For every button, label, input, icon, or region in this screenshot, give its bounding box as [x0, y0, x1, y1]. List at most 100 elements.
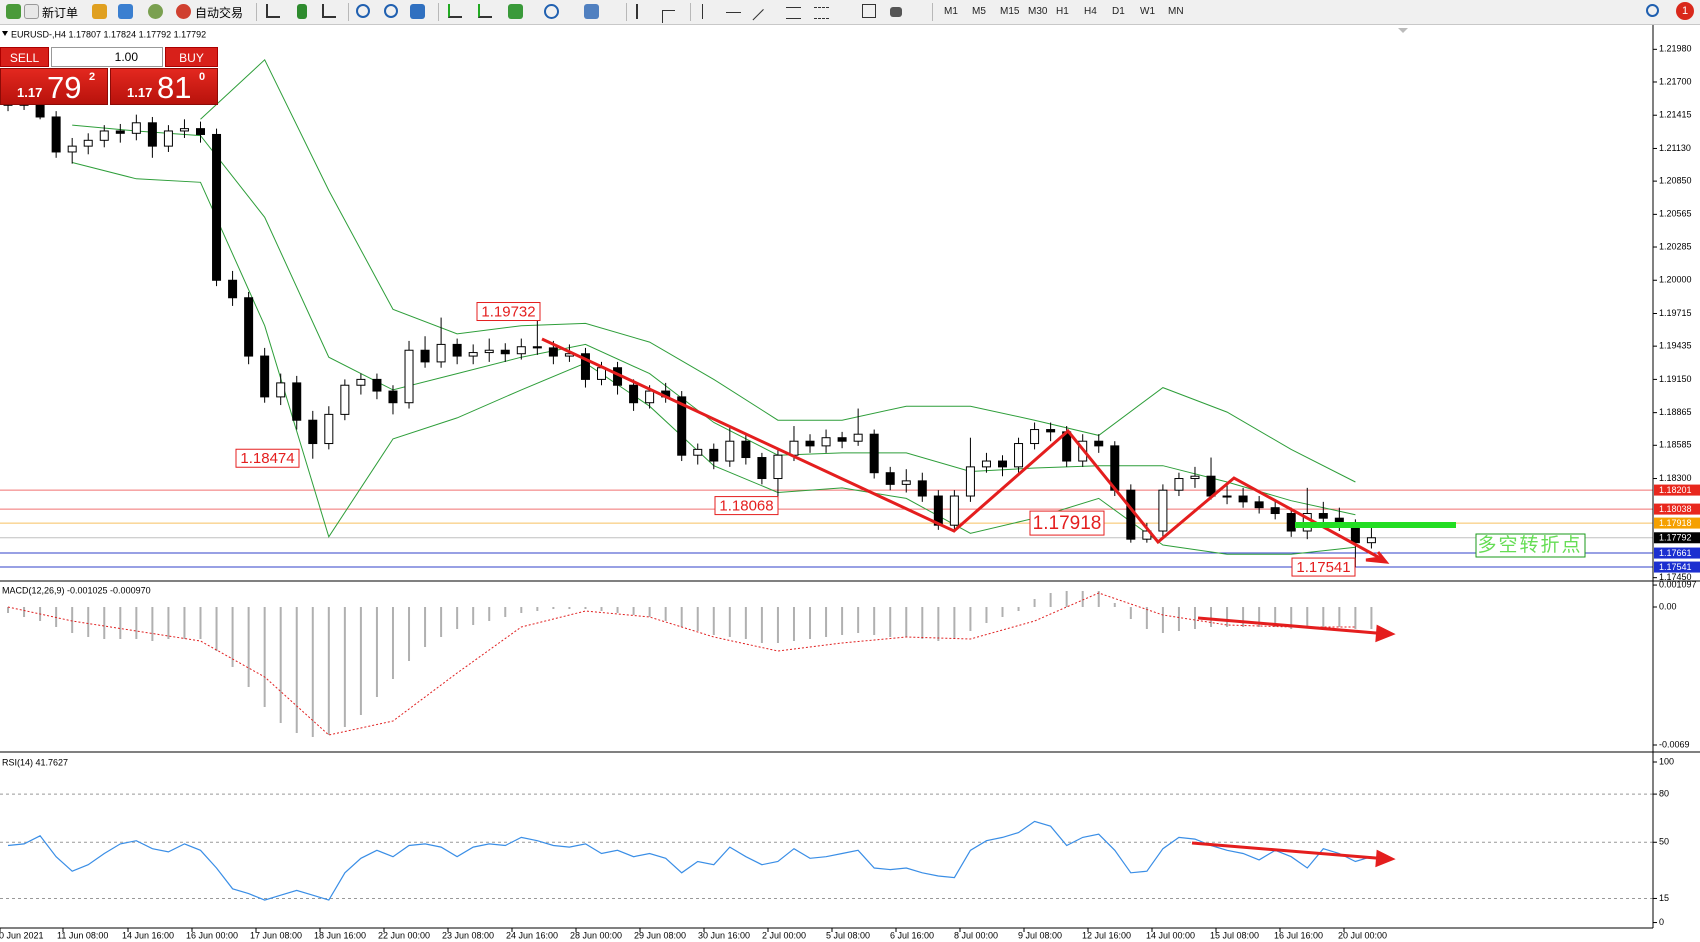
buy-button[interactable]: BUY	[165, 47, 218, 67]
y-tick-label: 1.18300	[1659, 473, 1692, 483]
candle-body	[821, 437, 831, 447]
y-tick-label: 50	[1659, 837, 1669, 847]
price-annotation: 1.19732	[481, 303, 535, 320]
price-tag-label: 1.18038	[1659, 504, 1692, 514]
icon	[636, 4, 646, 19]
y-tick-label: 1.21700	[1659, 76, 1692, 86]
separator	[626, 3, 627, 21]
icon	[478, 4, 492, 18]
icon	[702, 4, 707, 19]
icon	[176, 4, 191, 19]
x-tick-label: 18 Jun 16:00	[314, 930, 366, 940]
candle-body	[516, 346, 526, 355]
candle-body	[292, 382, 302, 421]
price-tag-label: 1.17541	[1659, 562, 1692, 572]
candle-body	[1126, 489, 1136, 540]
x-tick-label: 24 Jun 16:00	[506, 930, 558, 940]
timeframe-button[interactable]: M30	[1028, 6, 1048, 17]
y-tick-label: 80	[1659, 788, 1669, 798]
rsi-divergence	[1191, 841, 1389, 861]
timeframe-button[interactable]: M1	[944, 6, 958, 17]
arrow-head	[1375, 624, 1396, 643]
macd-divergence	[1197, 616, 1389, 636]
separator	[348, 3, 349, 21]
candle-body	[1094, 440, 1104, 447]
price-annotation-box	[1291, 557, 1356, 577]
x-tick-label: 23 Jun 08:00	[442, 930, 494, 940]
price-annotation-box	[1029, 510, 1105, 536]
timeframe-button[interactable]: MN	[1168, 6, 1184, 17]
candle-body	[83, 139, 93, 147]
alert-badge[interactable]: 1	[1676, 2, 1694, 20]
candle-body	[163, 130, 173, 147]
timeframe-button[interactable]: H4	[1084, 6, 1097, 17]
candle-body	[629, 384, 639, 404]
price-annotation: 1.18068	[719, 498, 773, 515]
candle-body	[196, 128, 205, 135]
candle-body	[981, 460, 991, 468]
x-tick-label: 20 Jul 00:00	[1338, 930, 1387, 940]
timeframe-button[interactable]: M15	[1000, 6, 1020, 17]
candle-body	[244, 297, 254, 357]
new-order-button[interactable]: 新订单	[42, 6, 79, 20]
candle-body	[1046, 429, 1056, 433]
toolbar: 新订单 自动交易 M1 M5 M15 M30 H1 H4 D1 W1 MN 1	[0, 0, 1700, 31]
timeframe-button[interactable]: W1	[1140, 6, 1155, 17]
price-tag	[1654, 561, 1700, 573]
icon	[384, 4, 398, 18]
auto-trading-button[interactable]: 自动交易	[195, 6, 244, 20]
macd-header: MACD(12,26,9) -0.001025 -0.000970	[2, 585, 151, 595]
candle-body	[773, 454, 783, 480]
price-tag	[1654, 517, 1700, 529]
price-pip: 2	[89, 71, 96, 83]
icon	[118, 4, 133, 19]
y-tick-label: 1.18865	[1659, 407, 1692, 417]
price-annotation: 1.18474	[240, 450, 294, 467]
price-tag-label: 1.17661	[1659, 548, 1692, 558]
icon	[544, 4, 559, 19]
candle-body	[757, 457, 767, 480]
search-icon[interactable]	[1646, 4, 1659, 17]
arrow-head	[1365, 551, 1390, 564]
y-tick-label: 1.18585	[1659, 440, 1692, 450]
y-tick-label: 15	[1659, 893, 1669, 903]
x-tick-label: 5 Jul 08:00	[826, 930, 870, 940]
candle-body	[452, 343, 462, 357]
candle-body	[500, 349, 510, 355]
sell-price[interactable]: 1.17 79 2	[0, 68, 108, 105]
candle-body	[147, 122, 157, 147]
price-annotation: 1.17918	[1033, 513, 1102, 534]
separator	[256, 3, 257, 21]
candle-body	[436, 343, 446, 363]
candle-body	[51, 116, 61, 153]
y-tick-label: 1.20850	[1659, 175, 1692, 185]
buy-price[interactable]: 1.17 81 0	[110, 68, 218, 105]
separator	[438, 3, 439, 21]
icon	[24, 4, 39, 19]
timeframe-button[interactable]: M5	[972, 6, 986, 17]
timeframe-button[interactable]: H1	[1056, 6, 1069, 17]
lots-input[interactable]: 1.00	[51, 47, 163, 67]
candle-body	[468, 352, 478, 357]
sell-button[interactable]: SELL	[0, 47, 49, 67]
icon	[726, 12, 741, 28]
price-big: 1.17	[17, 85, 43, 100]
rsi-line	[7, 820, 1372, 901]
y-tick-label: 1.21130	[1659, 143, 1691, 153]
chart-header: EURUSD-,H4 1.17807 1.17824 1.17792 1.177…	[11, 29, 206, 39]
candle-body	[869, 433, 879, 474]
timeframe-button[interactable]: D1	[1112, 6, 1125, 17]
candle-body	[885, 472, 895, 485]
candle-body	[789, 440, 799, 456]
candle-body	[115, 130, 125, 134]
x-tick-label: 22 Jun 00:00	[378, 930, 430, 940]
y-tick-label: 1.20285	[1659, 241, 1692, 251]
x-tick-label: 14 Jun 16:00	[122, 930, 174, 940]
y-tick-label: 1.20000	[1659, 275, 1692, 285]
candle-body	[1190, 475, 1200, 480]
candle-body	[372, 378, 382, 392]
y-tick-label: 0.00	[1659, 601, 1677, 611]
icon	[508, 4, 523, 19]
candle-body	[725, 440, 735, 462]
